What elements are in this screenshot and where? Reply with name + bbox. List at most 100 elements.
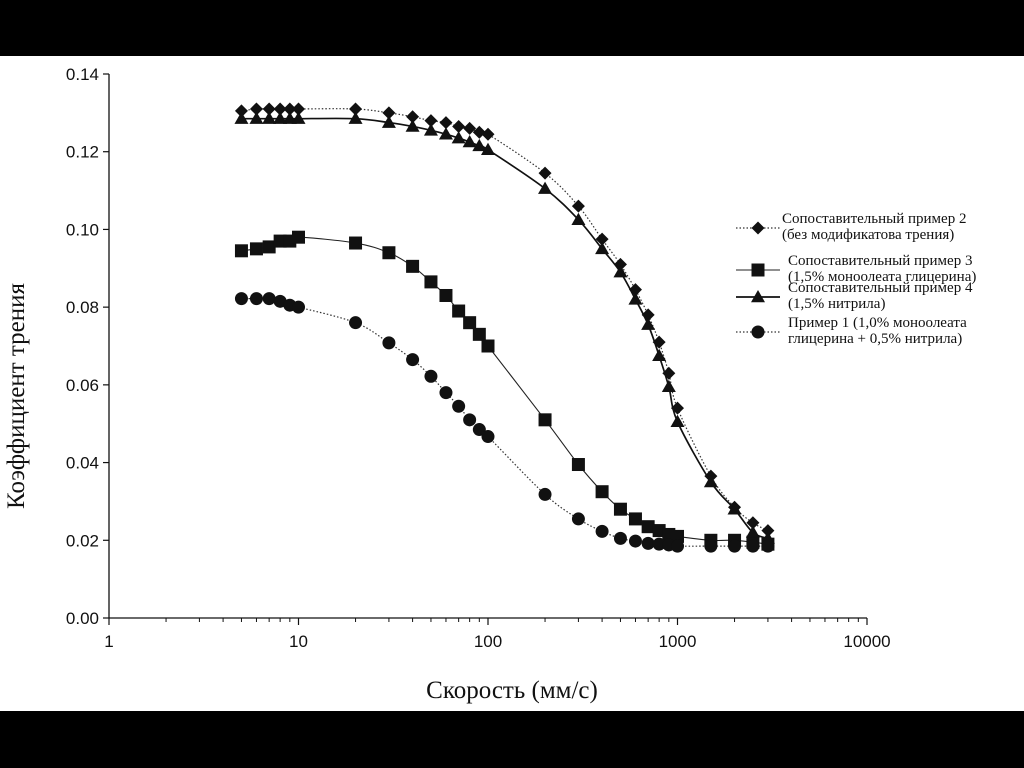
circle-marker bbox=[746, 539, 760, 553]
series-square bbox=[234, 230, 775, 551]
series-line bbox=[241, 117, 769, 540]
square-marker bbox=[538, 413, 552, 427]
triangle-marker bbox=[571, 212, 586, 225]
square-marker bbox=[262, 240, 276, 254]
circle-marker bbox=[671, 539, 684, 553]
legend-label: (без модификатова трения) bbox=[782, 227, 954, 243]
diamond-marker bbox=[424, 114, 438, 128]
square-marker bbox=[406, 259, 420, 273]
y-tick-label: 0.00 bbox=[66, 609, 99, 628]
square-marker bbox=[249, 242, 263, 256]
legend-entry: Сопоставительный пример 2(без модификато… bbox=[736, 211, 966, 243]
circle-marker bbox=[704, 539, 718, 553]
legend-label: (1,5% моноолеата глицерина) bbox=[788, 269, 976, 285]
square-marker bbox=[671, 529, 684, 543]
triangle-marker bbox=[481, 142, 495, 156]
triangle-marker bbox=[613, 265, 628, 278]
x-tick-label: 1 bbox=[104, 632, 113, 651]
circle-marker bbox=[761, 539, 775, 553]
circle-marker bbox=[234, 292, 248, 306]
triangle-marker bbox=[703, 475, 718, 488]
diamond-marker bbox=[249, 102, 263, 116]
triangle-marker bbox=[595, 241, 610, 255]
legend-label: Сопоставительный пример 2 bbox=[782, 211, 966, 227]
square-marker bbox=[481, 339, 495, 353]
diamond-marker bbox=[746, 516, 760, 530]
square-marker bbox=[641, 520, 655, 534]
triangle-marker bbox=[760, 531, 775, 544]
triangle-marker bbox=[423, 123, 438, 136]
y-tick-label: 0.14 bbox=[66, 65, 99, 84]
circle-marker bbox=[641, 536, 655, 550]
triangle-marker bbox=[405, 119, 420, 132]
y-axis-title: Коэффициент трения bbox=[3, 283, 30, 509]
circle-marker bbox=[571, 512, 585, 526]
square-marker bbox=[751, 263, 765, 277]
legend-label: Пример 1 (1,0% моноолеата bbox=[788, 315, 967, 331]
square-marker bbox=[628, 512, 642, 526]
diamond-marker bbox=[452, 119, 466, 133]
series-line bbox=[241, 297, 768, 547]
diamond-marker bbox=[481, 127, 495, 141]
circle-marker bbox=[538, 487, 552, 501]
triangle-marker bbox=[652, 348, 667, 361]
triangle-marker bbox=[451, 131, 466, 144]
triangle-marker bbox=[538, 181, 553, 194]
x-axis-title: Скорость (мм/с) bbox=[426, 677, 598, 704]
circle-marker bbox=[424, 369, 438, 383]
circle-marker bbox=[628, 534, 642, 548]
axes: 0.00 0.02 0.04 0.06 0.08 0.10 0.12 0.14 1 10 100 10… bbox=[66, 65, 891, 651]
triangle-marker bbox=[381, 115, 396, 128]
series-circle bbox=[234, 292, 775, 553]
triangle-marker bbox=[262, 111, 277, 124]
y-tick-label: 0.08 bbox=[66, 298, 99, 317]
x-tick-label: 100 bbox=[474, 632, 502, 651]
triangle-marker bbox=[348, 111, 363, 124]
triangle-marker bbox=[273, 111, 288, 124]
circle-marker bbox=[472, 423, 486, 437]
square-marker bbox=[595, 485, 609, 499]
triangle-marker bbox=[670, 414, 685, 428]
square-marker bbox=[424, 275, 438, 289]
triangle-marker bbox=[291, 111, 306, 124]
diamond-marker bbox=[406, 110, 420, 124]
triangle-marker bbox=[472, 138, 487, 152]
diamond-marker bbox=[463, 121, 477, 135]
square-marker bbox=[439, 288, 453, 302]
diamond-marker bbox=[761, 524, 775, 538]
x-tick-label: 10 bbox=[289, 632, 308, 651]
circle-marker bbox=[292, 300, 305, 314]
chart-slide: 0.00 0.02 0.04 0.06 0.08 0.10 0.12 0.14 1 10 100 10… bbox=[0, 56, 1024, 711]
circle-marker bbox=[595, 524, 609, 538]
circle-marker bbox=[613, 531, 627, 545]
series-line bbox=[241, 108, 769, 532]
diamond-marker bbox=[595, 232, 609, 246]
series-diamond bbox=[234, 102, 775, 538]
legend: Сопоставительный пример 2(без модификато… bbox=[736, 211, 976, 347]
diamond-marker bbox=[628, 283, 642, 297]
square-marker bbox=[292, 230, 305, 244]
triangle-marker bbox=[462, 135, 477, 148]
legend-label: Сопоставительный пример 4 bbox=[788, 280, 973, 296]
circle-marker bbox=[406, 353, 420, 367]
square-marker bbox=[571, 458, 585, 472]
square-marker bbox=[382, 246, 396, 260]
diamond-marker bbox=[538, 166, 552, 180]
circle-marker bbox=[382, 336, 396, 350]
diamond-marker bbox=[292, 102, 305, 116]
circle-marker bbox=[463, 413, 477, 427]
diamond-marker bbox=[382, 106, 396, 120]
diamond-marker bbox=[751, 221, 765, 235]
series-line bbox=[241, 236, 768, 545]
circle-marker bbox=[439, 386, 453, 400]
series-layer bbox=[234, 102, 775, 553]
square-marker bbox=[234, 244, 248, 258]
legend-entry: Сопоставительный пример 3(1,5% моноолеат… bbox=[736, 253, 976, 285]
y-tick-label: 0.10 bbox=[66, 220, 99, 239]
diamond-marker bbox=[439, 116, 453, 130]
diamond-marker bbox=[262, 102, 276, 116]
circle-marker bbox=[481, 430, 495, 444]
circle-marker bbox=[452, 399, 466, 413]
square-marker bbox=[472, 327, 486, 341]
